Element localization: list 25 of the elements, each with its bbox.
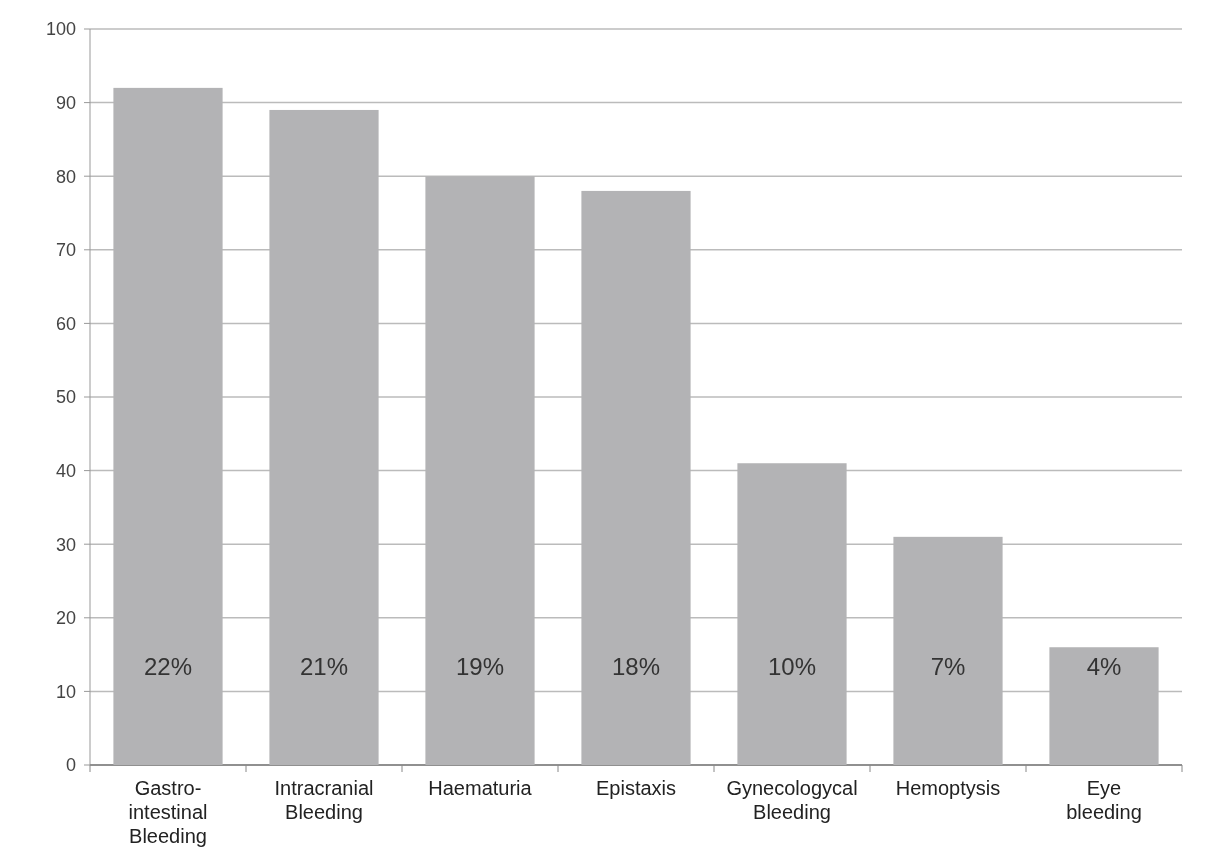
y-tick-label: 100 <box>45 19 76 40</box>
annotation: 4% <box>1086 653 1122 681</box>
x-tick-label: Epistaxis <box>595 777 677 799</box>
x-tick-label: Haematuria <box>428 777 533 799</box>
annotation: 7% <box>930 653 966 681</box>
y-tick-label: 40 <box>55 460 76 481</box>
x-tick-label: Hemoptysis <box>895 777 1001 799</box>
y-tick-label: 50 <box>55 387 76 408</box>
x-tick-label: Eye bleeding <box>1066 777 1142 823</box>
y-tick-label: 60 <box>55 313 76 334</box>
annotation: 19% <box>455 653 505 681</box>
annotation: 22% <box>143 653 193 681</box>
y-tick-label: 70 <box>55 240 76 261</box>
x-tick-label: Intracranial Bleeding <box>274 777 374 823</box>
annotation: 18% <box>611 653 661 681</box>
x-tick-label: Gastro- intestinal Bleeding <box>128 777 208 847</box>
annotation: 10% <box>767 653 817 681</box>
y-tick-label: 80 <box>55 166 76 187</box>
y-tick-label: 90 <box>55 92 76 113</box>
y-tick-label: 0 <box>65 755 76 776</box>
annotation: 21% <box>299 653 349 681</box>
y-tick-label: 30 <box>55 534 76 555</box>
x-tick-label: Gynecologycal Bleeding <box>726 777 858 823</box>
y-tick-label: 10 <box>55 681 76 702</box>
y-tick-label: 20 <box>55 608 76 629</box>
